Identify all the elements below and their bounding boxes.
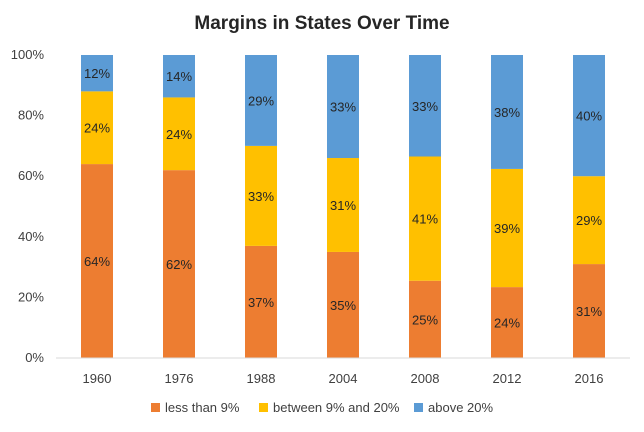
legend-swatch	[259, 403, 268, 412]
data-label: 31%	[576, 304, 602, 319]
bar-segment	[163, 97, 195, 171]
y-tick-label: 0%	[25, 350, 44, 365]
x-tick-label: 1988	[247, 371, 276, 386]
bar-segment	[409, 55, 441, 157]
data-label: 31%	[330, 198, 356, 213]
bar-segment	[573, 55, 605, 177]
data-label: 33%	[412, 99, 438, 114]
data-label: 33%	[330, 100, 356, 115]
legend-label: between 9% and 20%	[273, 400, 400, 415]
bar-segment	[81, 91, 113, 165]
legend-swatch	[414, 403, 423, 412]
bar-segment	[245, 245, 277, 358]
data-label: 64%	[84, 254, 110, 269]
bar-segment	[573, 264, 605, 358]
data-label: 37%	[248, 295, 274, 310]
y-tick-label: 40%	[18, 229, 44, 244]
legend: less than 9% between 9% and 20% above 20%	[151, 400, 493, 415]
data-label: 41%	[412, 212, 438, 227]
x-tick-label: 2004	[329, 371, 358, 386]
data-label: 29%	[248, 93, 274, 108]
bar-segment	[327, 158, 359, 252]
y-tick-label: 60%	[18, 168, 44, 183]
data-label: 29%	[576, 213, 602, 228]
bars: 64% 24% 12% 62% 24% 14% 37% 33% 29% 35% 31% 33% 25% 4…	[81, 55, 605, 358]
bar-segment	[81, 55, 113, 92]
data-label: 24%	[494, 316, 520, 331]
bar-segment	[491, 55, 523, 169]
legend-swatch	[151, 403, 160, 412]
y-axis: 0% 20% 40% 60% 80% 100%	[11, 47, 45, 365]
bar-segment	[327, 55, 359, 159]
x-axis: 1960 1976 1988 2004 2008 2012 2016	[83, 371, 604, 386]
data-label: 39%	[494, 221, 520, 236]
bar-segment	[409, 156, 441, 281]
bar-segment	[245, 145, 277, 246]
y-tick-label: 100%	[11, 47, 45, 62]
bar-segment	[327, 251, 359, 358]
data-label: 33%	[248, 189, 274, 204]
x-tick-label: 2016	[575, 371, 604, 386]
data-label: 24%	[166, 127, 192, 142]
bar-segment	[163, 170, 195, 358]
data-label: 14%	[166, 69, 192, 84]
x-tick-label: 1960	[83, 371, 112, 386]
legend-label: above 20%	[428, 400, 493, 415]
bar-segment	[245, 55, 277, 146]
chart-title: Margins in States Over Time	[194, 13, 449, 34]
data-label: 35%	[330, 298, 356, 313]
bar-segment	[491, 168, 523, 288]
x-tick-label: 2012	[493, 371, 522, 386]
bar-segment	[573, 176, 605, 265]
bar-segment	[81, 164, 113, 358]
data-label: 40%	[576, 109, 602, 124]
bar-segment	[409, 280, 441, 358]
data-label: 25%	[412, 312, 438, 327]
data-label: 62%	[166, 257, 192, 272]
y-tick-label: 80%	[18, 108, 44, 123]
data-label: 24%	[84, 121, 110, 136]
legend-label: less than 9%	[165, 400, 240, 415]
bar-segment	[163, 55, 195, 98]
data-label: 12%	[84, 66, 110, 81]
bar-segment	[491, 287, 523, 358]
data-label: 38%	[494, 105, 520, 120]
x-tick-label: 2008	[411, 371, 440, 386]
x-tick-label: 1976	[165, 371, 194, 386]
y-tick-label: 20%	[18, 289, 44, 304]
